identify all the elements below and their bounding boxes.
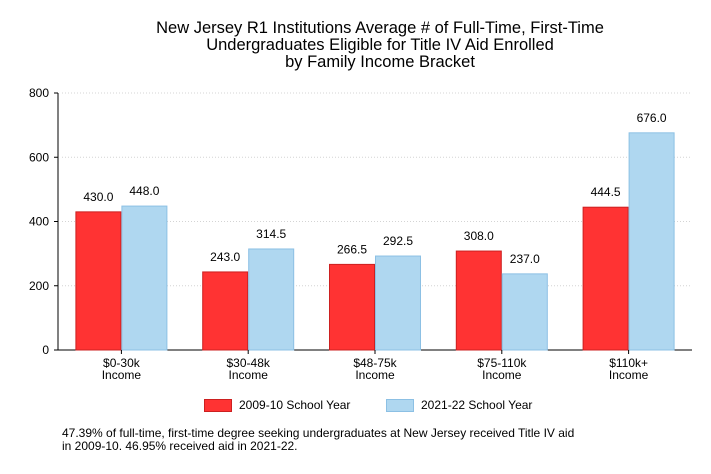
bar	[582, 206, 629, 351]
footnote-line: 47.39% of full-time, first-time degree s…	[62, 426, 575, 440]
x-tick-label: $0-30k	[103, 356, 141, 370]
x-tick-label: Income	[482, 368, 522, 382]
bar	[375, 255, 421, 351]
bar	[75, 211, 122, 351]
data-label: 444.5	[591, 185, 621, 199]
y-tick-label: 600	[29, 150, 49, 164]
data-label: 430.0	[83, 190, 113, 204]
legend-item-2009-10: 2009-10 School Year	[204, 398, 350, 412]
data-label: 676.0	[637, 111, 667, 125]
x-tick-label: $110k+	[609, 356, 648, 370]
data-label: 292.5	[383, 234, 413, 248]
y-tick-label: 200	[29, 279, 49, 293]
data-label: 237.0	[510, 252, 540, 266]
data-label: 314.5	[256, 227, 286, 241]
bar	[202, 271, 249, 351]
bar	[628, 132, 675, 351]
y-tick-label: 400	[29, 215, 49, 229]
legend-label: 2021-22 School Year	[421, 398, 533, 412]
bar	[455, 250, 502, 351]
bar	[248, 248, 295, 351]
x-tick-label: $48-75k	[353, 356, 397, 370]
footnote: 47.39% of full-time, first-time degree s…	[62, 427, 702, 453]
data-label: 266.5	[337, 242, 367, 256]
legend-item-2021-22: 2021-22 School Year	[386, 398, 532, 412]
x-tick-label: Income	[102, 368, 142, 382]
chart-title-line: New Jersey R1 Institutions Average # of …	[156, 19, 604, 37]
x-tick-label: Income	[355, 368, 395, 382]
x-tick-label: $30-48k	[227, 356, 271, 370]
chart-title: New Jersey R1 Institutions Average # of …	[0, 20, 711, 71]
data-label: 243.0	[210, 250, 240, 264]
legend-label: 2009-10 School Year	[239, 398, 351, 412]
footnote-line: in 2009-10. 46.95% received aid in 2021-…	[62, 439, 298, 453]
chart-title-line: Undergraduates Eligible for Title IV Aid…	[206, 36, 554, 54]
bar	[121, 205, 168, 351]
x-tick-label: Income	[229, 368, 269, 382]
legend-swatch	[204, 398, 232, 412]
legend-swatch	[386, 398, 414, 412]
y-tick-label: 800	[29, 86, 49, 100]
chart-title-line: by Family Income Bracket	[285, 53, 475, 71]
x-tick-label: Income	[609, 368, 649, 382]
bar	[329, 263, 375, 351]
data-label: 308.0	[464, 229, 494, 243]
y-tick-label: 0	[42, 343, 49, 357]
data-label: 448.0	[129, 184, 159, 198]
bar	[501, 273, 548, 351]
x-tick-label: $75-110k	[477, 356, 527, 370]
